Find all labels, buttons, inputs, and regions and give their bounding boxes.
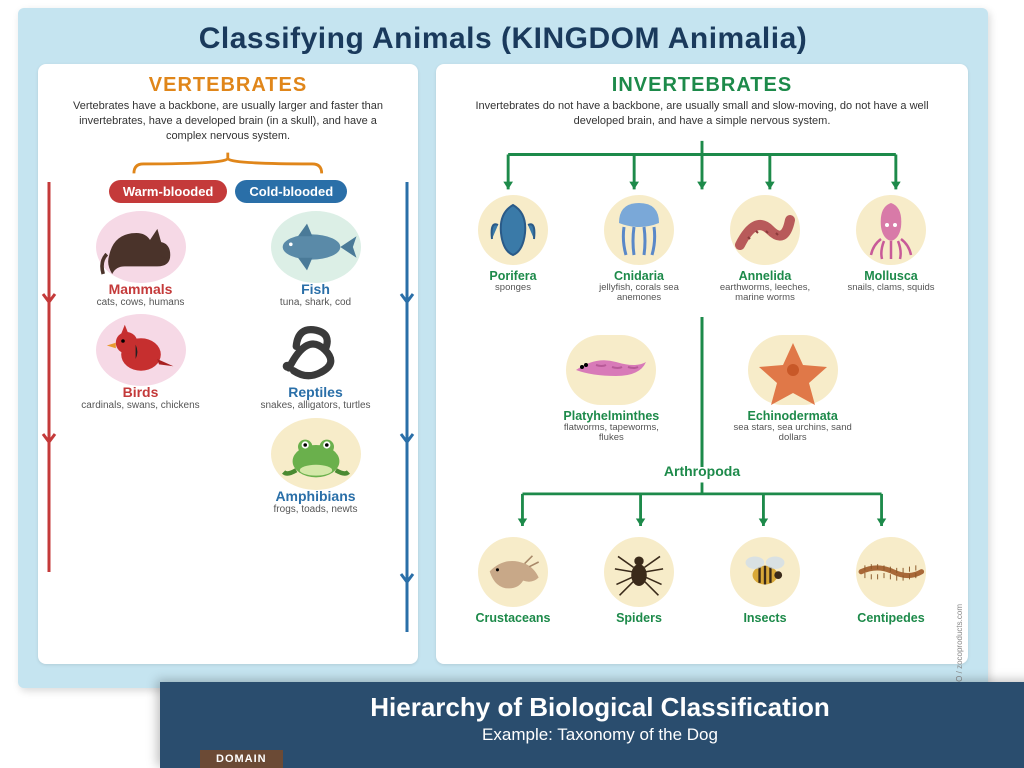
- phylum-name: Cnidaria: [579, 269, 699, 283]
- spider-icon: [604, 537, 674, 607]
- vertebrate-reptiles: Reptiles snakes, alligators, turtles: [233, 314, 398, 412]
- invertebrate-cnidaria: Cnidaria jellyfish, corals sea anemones: [579, 195, 699, 304]
- vertebrate-fish: Fish tuna, shark, cod: [233, 211, 398, 309]
- blood-type-row: Warm-blooded Cold-blooded: [52, 180, 404, 203]
- phylum-name: Echinodermata: [733, 409, 853, 423]
- phylum-examples: snails, clams, squids: [831, 283, 951, 293]
- invertebrate-insects: Insects: [705, 537, 825, 625]
- invertebrate-centipedes: Centipedes: [831, 537, 951, 625]
- phylum-name: Mollusca: [831, 269, 951, 283]
- invertebrate-porifera: Porifera sponges: [453, 195, 573, 304]
- cold-arrow-icon: [398, 182, 416, 642]
- centipede-icon: [856, 537, 926, 607]
- flatworm-icon: [566, 335, 656, 405]
- inv-row-2: Platyhelminthes flatworms, tapeworms, fl…: [450, 335, 954, 444]
- sponge-icon: [478, 195, 548, 265]
- footer-title: Hierarchy of Biological Classification: [160, 692, 1024, 723]
- invertebrate-tree: Porifera sponges Cnidaria jellyfish, cor…: [450, 137, 954, 677]
- arthropoda-label: Arthropoda: [450, 463, 954, 479]
- inv-row-3: Crustaceans Spiders Insects Centipedes: [450, 537, 954, 625]
- phylum-name: Crustaceans: [453, 611, 573, 625]
- phylum-name: Insects: [705, 611, 825, 625]
- bird-icon: [96, 314, 186, 386]
- vertebrate-mammals: Mammals cats, cows, humans: [58, 211, 223, 309]
- snake-icon: [271, 314, 361, 386]
- invertebrate-spiders: Spiders: [579, 537, 699, 625]
- vertebrate-grid: Mammals cats, cows, humans Fish tuna, sh…: [52, 211, 404, 516]
- phylum-name: Spiders: [579, 611, 699, 625]
- frog-icon: [271, 418, 361, 490]
- group-examples: snakes, alligators, turtles: [233, 400, 398, 412]
- bee-icon: [730, 537, 800, 607]
- vertebrate-birds: Birds cardinals, swans, chickens: [58, 314, 223, 412]
- phylum-examples: earthworms, leeches, marine worms: [705, 283, 825, 304]
- invertebrate-mollusca: Mollusca snails, clams, squids: [831, 195, 951, 304]
- invertebrates-heading: INVERTEBRATES: [450, 74, 954, 97]
- main-title: Classifying Animals (KINGDOM Animalia): [38, 22, 968, 56]
- vertebrate-amphibians: Amphibians frogs, toads, newts: [233, 418, 398, 516]
- phylum-name: Centipedes: [831, 611, 951, 625]
- invertebrate-crustaceans: Crustaceans: [453, 537, 573, 625]
- squid-icon: [856, 195, 926, 265]
- phylum-name: Platyhelminthes: [551, 409, 671, 423]
- group-name: Birds: [58, 384, 223, 400]
- star-icon: [748, 335, 838, 405]
- invertebrate-annelida: Annelida earthworms, leeches, marine wor…: [705, 195, 825, 304]
- group-examples: tuna, shark, cod: [233, 297, 398, 309]
- invertebrate-echinodermata: Echinodermata sea stars, sea urchins, sa…: [733, 335, 853, 444]
- group-name: Amphibians: [233, 488, 398, 504]
- vertebrates-panel: VERTEBRATES Vertebrates have a backbone,…: [38, 64, 418, 664]
- group-examples: cardinals, swans, chickens: [58, 400, 223, 412]
- worm-icon: [730, 195, 800, 265]
- footer-domain-tab: DOMAIN: [200, 750, 283, 768]
- classification-poster: Classifying Animals (KINGDOM Animalia) V…: [18, 8, 988, 688]
- inv-top-branch-icon: [450, 140, 954, 200]
- phylum-examples: jellyfish, corals sea anemones: [579, 283, 699, 304]
- footer-poster: Hierarchy of Biological Classification E…: [160, 682, 1024, 768]
- invertebrates-desc: Invertebrates do not have a backbone, ar…: [450, 97, 954, 137]
- phylum-name: Porifera: [453, 269, 573, 283]
- phylum-examples: sea stars, sea urchins, sand dollars: [733, 423, 853, 444]
- group-examples: frogs, toads, newts: [233, 504, 398, 516]
- invertebrates-panel: INVERTEBRATES Invertebrates do not have …: [436, 64, 968, 664]
- inv-row-1: Porifera sponges Cnidaria jellyfish, cor…: [450, 195, 954, 304]
- vertebrates-desc: Vertebrates have a backbone, are usually…: [52, 97, 404, 152]
- footer-subtitle: Example: Taxonomy of the Dog: [160, 725, 1024, 745]
- fish-icon: [271, 211, 361, 283]
- shrimp-icon: [478, 537, 548, 607]
- jelly-icon: [604, 195, 674, 265]
- cold-blooded-pill: Cold-blooded: [235, 180, 347, 203]
- warm-blooded-pill: Warm-blooded: [109, 180, 228, 203]
- columns: VERTEBRATES Vertebrates have a backbone,…: [38, 64, 968, 664]
- group-name: Fish: [233, 281, 398, 297]
- group-name: Reptiles: [233, 384, 398, 400]
- group-name: Mammals: [58, 281, 223, 297]
- vertebrate-bracket-icon: [87, 152, 369, 174]
- vertebrates-heading: VERTEBRATES: [52, 74, 404, 97]
- warm-arrow-icon: [40, 182, 58, 582]
- arthropoda-branch-icon: [475, 481, 929, 537]
- phylum-examples: sponges: [453, 283, 573, 293]
- cat-icon: [96, 211, 186, 283]
- phylum-name: Annelida: [705, 269, 825, 283]
- invertebrate-platyhelminthes: Platyhelminthes flatworms, tapeworms, fl…: [551, 335, 671, 444]
- phylum-examples: flatworms, tapeworms, flukes: [551, 423, 671, 444]
- group-examples: cats, cows, humans: [58, 297, 223, 309]
